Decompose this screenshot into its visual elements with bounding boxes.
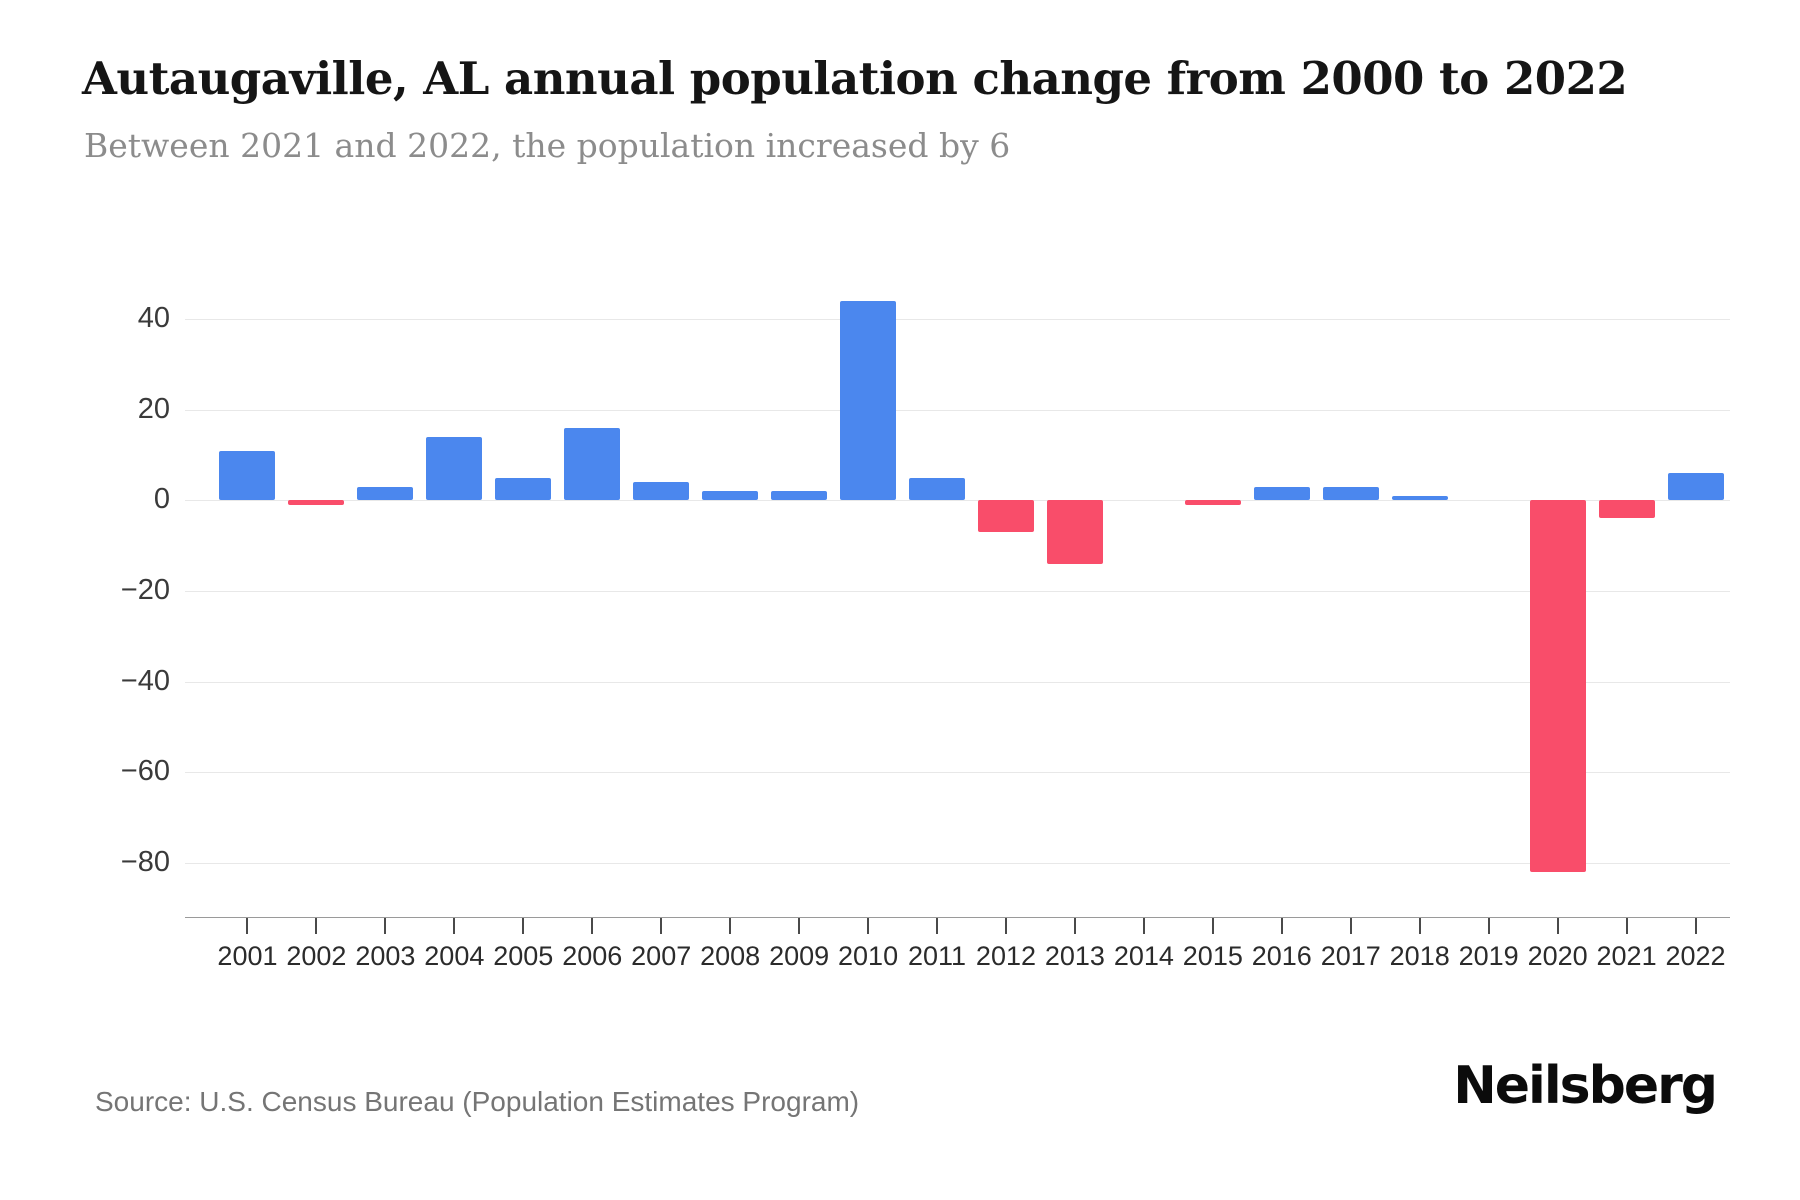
bar-2013 <box>1046 500 1103 564</box>
x-tick <box>1280 918 1283 934</box>
gridline--60 <box>185 772 1730 774</box>
y-tick-label: −40 <box>120 664 170 697</box>
chart-subtitle: Between 2021 and 2022, the population in… <box>84 126 1011 165</box>
source-note: Source: U.S. Census Bureau (Population E… <box>95 1086 860 1117</box>
x-tick <box>1625 918 1628 934</box>
x-tick-label-2015: 2015 <box>1182 941 1243 971</box>
bar-2006 <box>564 427 621 501</box>
x-tick <box>1694 918 1697 934</box>
gridline--80 <box>185 862 1730 864</box>
gridline-0 <box>185 500 1730 502</box>
bar-2017 <box>1322 486 1379 501</box>
x-tick <box>1418 918 1421 934</box>
y-tick-label: 20 <box>137 392 170 425</box>
x-tick-label-2022: 2022 <box>1665 941 1726 971</box>
bar-2012 <box>977 500 1034 533</box>
y-tick-label: −80 <box>120 845 170 878</box>
x-tick <box>315 918 318 934</box>
gridline--40 <box>185 681 1730 683</box>
bar-2016 <box>1253 486 1310 501</box>
bar-2021 <box>1598 500 1655 519</box>
bar-2008 <box>702 491 759 501</box>
bar-2005 <box>495 477 552 501</box>
x-tick-label-2003: 2003 <box>355 941 416 971</box>
x-tick <box>1556 918 1559 934</box>
x-tick-label-2010: 2010 <box>838 941 899 971</box>
x-tick <box>1349 918 1352 934</box>
x-tick <box>867 918 870 934</box>
x-tick <box>936 918 939 934</box>
x-tick <box>1142 918 1145 934</box>
x-tick-label-2005: 2005 <box>493 941 554 971</box>
y-tick-label: 0 <box>153 483 170 516</box>
x-tick-label-2018: 2018 <box>1389 941 1450 971</box>
x-tick <box>246 918 249 934</box>
x-tick-label-2019: 2019 <box>1458 941 1519 971</box>
gridline--20 <box>185 590 1730 592</box>
x-tick <box>453 918 456 934</box>
y-tick-label: −20 <box>120 573 170 606</box>
bar-2007 <box>633 482 690 501</box>
brand-logo: Neilsberg <box>1453 1056 1718 1116</box>
y-tick-label: −60 <box>120 755 170 788</box>
plot-area <box>185 283 1730 917</box>
bar-2022 <box>1667 473 1724 501</box>
x-tick-label-2020: 2020 <box>1527 941 1588 971</box>
bar-2010 <box>840 301 897 501</box>
bar-2015 <box>1184 500 1241 505</box>
x-tick-label-2004: 2004 <box>424 941 485 971</box>
bar-2009 <box>771 491 828 501</box>
x-tick-label-2011: 2011 <box>907 941 967 971</box>
bar-2011 <box>909 477 966 501</box>
x-tick <box>1487 918 1490 934</box>
x-tick-label-2014: 2014 <box>1113 941 1174 971</box>
x-tick-label-2007: 2007 <box>631 941 692 971</box>
x-axis-line <box>185 917 1730 918</box>
bar-2020 <box>1529 500 1586 872</box>
x-tick <box>591 918 594 934</box>
x-tick <box>384 918 387 934</box>
gridline-40 <box>185 319 1730 321</box>
x-tick <box>729 918 732 934</box>
x-tick-label-2021: 2021 <box>1596 941 1657 971</box>
x-tick-label-2008: 2008 <box>700 941 761 971</box>
bar-2018 <box>1391 495 1448 501</box>
x-tick-label-2009: 2009 <box>769 941 830 971</box>
x-tick <box>1004 918 1007 934</box>
x-tick <box>798 918 801 934</box>
x-tick <box>522 918 525 934</box>
x-tick-label-2002: 2002 <box>286 941 347 971</box>
x-tick-label-2016: 2016 <box>1251 941 1312 971</box>
bar-2004 <box>426 436 483 501</box>
x-tick-label-2012: 2012 <box>975 941 1036 971</box>
gridline-20 <box>185 409 1730 411</box>
x-tick-label-2017: 2017 <box>1320 941 1381 971</box>
bar-2002 <box>288 500 345 505</box>
bar-2001 <box>219 450 276 501</box>
x-tick-label-2001: 2001 <box>217 941 278 971</box>
x-tick <box>660 918 663 934</box>
x-tick-label-2006: 2006 <box>562 941 623 971</box>
y-tick-label: 40 <box>137 302 170 335</box>
chart-title: Autaugaville, AL annual population chang… <box>82 52 1628 105</box>
x-tick <box>1211 918 1214 934</box>
x-tick-label-2013: 2013 <box>1044 941 1105 971</box>
x-tick <box>1073 918 1076 934</box>
bar-2003 <box>357 486 414 501</box>
